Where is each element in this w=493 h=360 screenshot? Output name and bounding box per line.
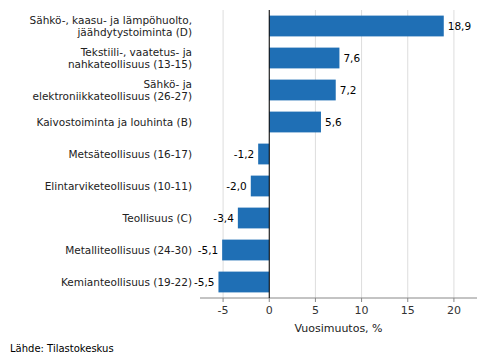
- chart-container: -5 0 5 10 15 20 -5,5 -5,1 -3,4 -2,0 -1,2 5,6 7,2 7,6 1…: [0, 0, 493, 360]
- category-label: Kemianteollisuus (19-22): [61, 276, 192, 288]
- bar: [258, 144, 269, 165]
- zero-line: [269, 10, 270, 298]
- category-label-line: Kaivostoiminta ja louhinta (B): [36, 116, 192, 128]
- tick-label: 20: [447, 304, 461, 317]
- data-label: -5,1: [198, 244, 219, 256]
- grid-line: [453, 10, 454, 298]
- bar: [269, 16, 444, 37]
- data-label: 5,6: [325, 116, 342, 128]
- tick-label: -5: [218, 304, 229, 317]
- category-label-line: Kemianteollisuus (19-22): [61, 276, 192, 288]
- data-label: 7,6: [343, 52, 360, 64]
- tick-label: 15: [401, 304, 415, 317]
- tick-label: 5: [312, 304, 319, 317]
- category-label-line: Tekstiili-, vaatetus- ja: [80, 46, 192, 58]
- bar: [269, 112, 321, 133]
- grid: [223, 10, 454, 298]
- data-label: -2,0: [226, 180, 247, 192]
- category-label-line: elektroniikkateollisuus (26-27): [33, 90, 193, 102]
- category-label-line: Elintarviketeollisuus (10-11): [45, 180, 192, 192]
- bar: [251, 176, 269, 197]
- axis-line: [200, 298, 477, 299]
- data-label: 7,2: [340, 84, 357, 96]
- tick-mark: [269, 298, 270, 302]
- category-label: Metalliteollisuus (24-30): [65, 244, 192, 256]
- tick-mark: [223, 298, 224, 302]
- tick-mark: [453, 298, 454, 302]
- category-label-line: Sähkö-, kaasu- ja lämpöhuolto,: [30, 14, 192, 26]
- x-axis-label: Vuosimuutos, %: [294, 322, 382, 335]
- x-axis: -5 0 5 10 15 20: [200, 298, 477, 317]
- category-label: Metsäteollisuus (16-17): [68, 148, 192, 160]
- bar: [218, 272, 269, 293]
- tick-label: 0: [266, 304, 273, 317]
- bar: [238, 208, 269, 229]
- category-label-line: jäähdytystoiminta (D): [76, 26, 192, 38]
- bars: [218, 16, 443, 293]
- category-label-line: Metalliteollisuus (24-30): [65, 244, 192, 256]
- category-label: Kaivostoiminta ja louhinta (B): [36, 116, 192, 128]
- tick-mark: [361, 298, 362, 302]
- tick-label: 10: [355, 304, 369, 317]
- category-label: Sähkö- jaelektroniikkateollisuus (26-27): [33, 78, 193, 103]
- category-label-line: Teollisuus (C): [122, 212, 192, 224]
- category-label: Teollisuus (C): [122, 212, 192, 224]
- data-label: -5,5: [194, 276, 215, 288]
- data-label: 18,9: [448, 20, 471, 32]
- category-label: Elintarviketeollisuus (10-11): [45, 180, 192, 192]
- data-label: -3,4: [213, 212, 234, 224]
- tick-mark: [315, 298, 316, 302]
- y-axis: Kemianteollisuus (19-22) Metalliteollisuu…: [30, 14, 192, 288]
- category-label-line: Sähkö- ja: [143, 78, 192, 90]
- category-label: Sähkö-, kaasu- ja lämpöhuolto,jäähdytyst…: [30, 14, 192, 39]
- bar: [269, 48, 339, 69]
- data-labels: -5,5 -5,1 -3,4 -2,0 -1,2 5,6 7,2 7,6 18,9: [194, 20, 471, 288]
- bar: [222, 240, 269, 261]
- category-label: Tekstiili-, vaatetus- janahkateollisuus …: [68, 46, 192, 71]
- grid-line: [407, 10, 408, 298]
- data-label: -1,2: [234, 148, 255, 160]
- chart-svg: -5 0 5 10 15 20 -5,5 -5,1 -3,4 -2,0 -1,2 5,6 7,2 7,6 1…: [0, 0, 493, 360]
- tick-mark: [407, 298, 408, 302]
- source-note: Lähde: Tilastokeskus: [10, 343, 114, 354]
- grid-line: [269, 10, 270, 298]
- bar: [269, 80, 335, 101]
- grid-line: [361, 10, 362, 298]
- category-label-line: nahkateollisuus (13-15): [68, 58, 192, 70]
- category-label-line: Metsäteollisuus (16-17): [68, 148, 192, 160]
